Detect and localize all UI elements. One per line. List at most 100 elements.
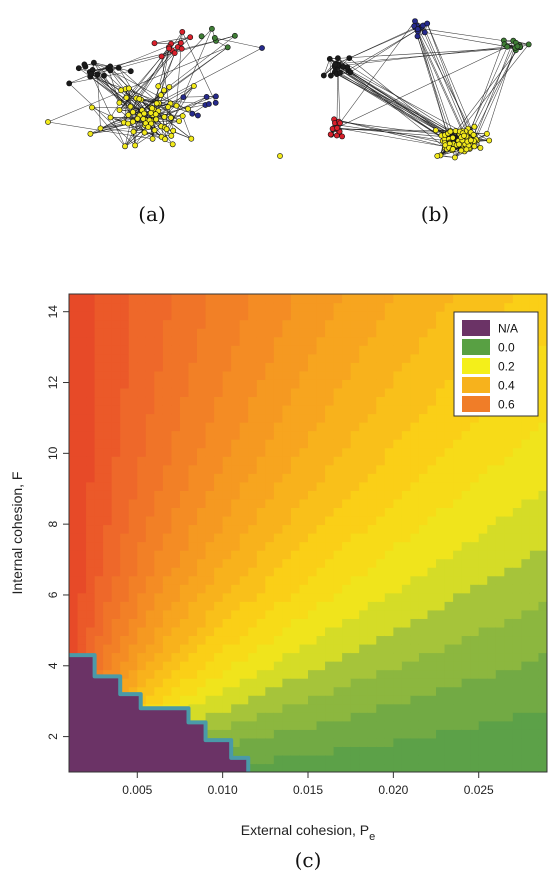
- contour-cell: [145, 652, 155, 662]
- contour-cell: [350, 533, 360, 543]
- contour-cell: [444, 609, 454, 619]
- contour-cell: [222, 456, 232, 466]
- contour-cell: [137, 669, 147, 679]
- contour-cell: [308, 754, 318, 765]
- edge: [350, 26, 422, 73]
- contour-cell: [376, 652, 386, 662]
- contour-cell: [453, 678, 463, 688]
- contour-cell: [197, 422, 207, 432]
- contour-cell: [521, 507, 531, 517]
- contour-cell: [444, 592, 454, 602]
- contour-cell: [367, 439, 377, 449]
- contour-cell: [265, 652, 275, 662]
- contour-cell: [325, 686, 335, 696]
- contour-cell: [478, 754, 488, 765]
- contour-cell: [205, 592, 215, 602]
- legend-label: 0.2: [498, 360, 515, 374]
- contour-cell: [256, 379, 266, 389]
- contour-cell: [350, 720, 360, 730]
- node: [463, 146, 470, 153]
- contour-cell: [256, 294, 266, 304]
- contour-cell: [393, 507, 403, 517]
- contour-cell: [325, 592, 335, 602]
- contour-cell: [162, 456, 173, 466]
- contour-cell: [86, 550, 96, 560]
- contour-cell: [179, 584, 190, 594]
- contour-cell: [367, 422, 377, 432]
- contour-cell: [325, 763, 335, 772]
- contour-cell: [350, 336, 360, 346]
- node: [151, 127, 158, 134]
- contour-cell: [427, 396, 437, 406]
- contour-cell: [538, 396, 547, 406]
- contour-cell: [231, 661, 241, 671]
- contour-cell: [401, 584, 412, 594]
- contour-cell: [69, 311, 79, 321]
- contour-cell: [103, 396, 113, 406]
- contour-cell: [171, 404, 181, 415]
- contour-cell: [188, 524, 198, 534]
- contour-cell: [197, 626, 207, 637]
- contour-cell: [205, 336, 215, 346]
- contour-cell: [299, 422, 309, 432]
- contour-cell: [333, 686, 343, 696]
- contour-cell: [214, 336, 224, 346]
- contour-cell: [316, 430, 326, 440]
- contour-cell: [333, 353, 343, 363]
- contour-cell: [137, 353, 147, 363]
- contour-cell: [316, 481, 326, 491]
- contour-cell: [367, 413, 377, 423]
- contour-cell: [256, 678, 266, 688]
- contour-cell: [77, 643, 87, 654]
- contour-cell: [325, 575, 335, 585]
- contour-cell: [308, 652, 318, 662]
- contour-cell: [376, 635, 386, 645]
- contour-cell: [248, 746, 258, 756]
- contour-cell: [214, 626, 224, 637]
- contour-cell: [418, 601, 429, 611]
- contour-cell: [128, 652, 138, 662]
- contour-cell: [453, 601, 463, 611]
- contour-cell: [214, 558, 224, 568]
- contour-cell: [94, 362, 104, 372]
- contour-cell: [410, 439, 420, 449]
- contour-cell: [393, 712, 403, 722]
- contour-cell: [214, 379, 224, 389]
- contour-cell: [436, 737, 446, 747]
- contour-cell: [162, 669, 173, 679]
- contour-cell: [299, 464, 309, 474]
- contour-cell: [538, 515, 547, 526]
- contour-cell: [69, 575, 79, 585]
- contour-cell: [504, 541, 514, 551]
- contour-cell: [205, 328, 215, 338]
- contour-cell: [162, 345, 173, 355]
- contour-cell: [401, 592, 412, 602]
- contour-cell: [367, 387, 377, 398]
- contour-cell: [137, 336, 147, 346]
- contour-cell: [444, 524, 454, 534]
- contour-cell: [495, 567, 505, 577]
- contour-cell: [162, 439, 173, 449]
- na-boundary-edge: [69, 653, 251, 772]
- contour-cell: [453, 737, 463, 747]
- node: [118, 87, 124, 94]
- contour-cell: [94, 558, 104, 568]
- contour-cell: [154, 686, 164, 696]
- contour-cell: [410, 541, 420, 551]
- contour-cell: [239, 541, 249, 551]
- contour-cell: [401, 601, 412, 611]
- contour-cell: [222, 584, 232, 594]
- contour-cell: [427, 678, 437, 688]
- contour-cell: [103, 422, 113, 432]
- contour-cell: [120, 379, 130, 389]
- contour-cell: [359, 618, 369, 628]
- contour-cell: [171, 550, 181, 560]
- contour-cell: [453, 567, 463, 577]
- contour-cell: [239, 353, 249, 363]
- contour-cell: [111, 541, 121, 551]
- contour-cell: [316, 669, 326, 679]
- contour-cell: [444, 652, 454, 662]
- contour-cell: [120, 439, 130, 449]
- contour-cell: [256, 703, 266, 713]
- node: [132, 142, 138, 149]
